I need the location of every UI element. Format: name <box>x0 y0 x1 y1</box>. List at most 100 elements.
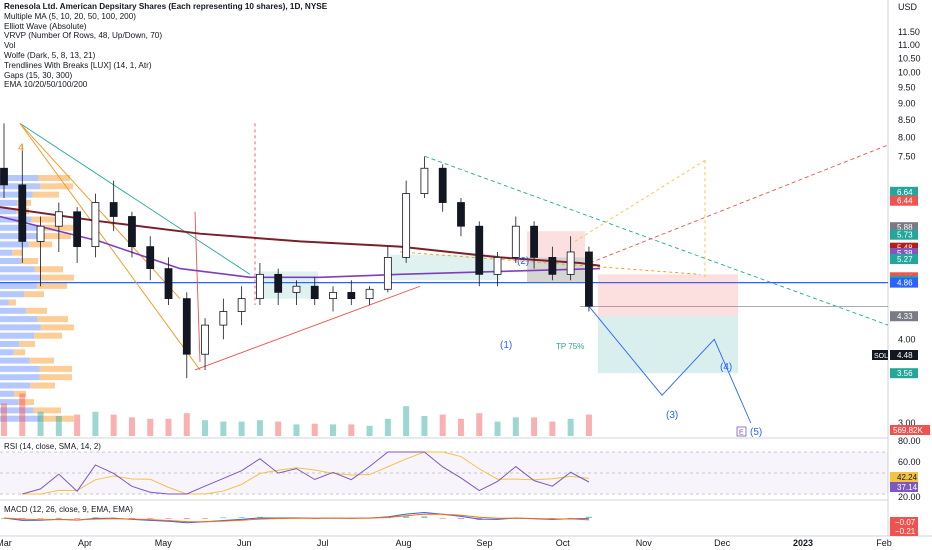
vrvp-down-bar <box>18 399 34 406</box>
macd-legend[interactable]: MACD (12, 26, close, 9, EMA, EMA) <box>4 505 133 514</box>
time-tick: Apr <box>78 538 92 548</box>
vrvp-down-bar <box>40 274 74 281</box>
indicator-multiple-ma[interactable]: Multiple MA (5, 10, 20, 50, 100, 200) <box>4 11 136 21</box>
volume-bar <box>494 421 501 436</box>
indicator-elliott-wave[interactable]: Elliott Wave (Absolute) <box>4 21 87 31</box>
volume-bar <box>110 414 117 436</box>
volume-bar <box>531 417 538 436</box>
vrvp-up-bar <box>0 341 20 347</box>
vrvp-up-bar <box>0 241 29 248</box>
volume-bar <box>165 418 172 436</box>
vrvp-down-bar <box>24 291 44 298</box>
indicator-wolfe[interactable]: Wolfe (Dark, 5, 8, 13, 21) <box>4 50 96 60</box>
candle-body <box>530 225 538 258</box>
volume-bar <box>457 418 464 436</box>
chart-title[interactable]: Renesola Ltd. American Depsitary Shares … <box>4 2 328 11</box>
trendline <box>194 285 421 371</box>
candle-body <box>219 311 228 326</box>
e-marker-text: E <box>739 430 744 437</box>
time-tick: Jun <box>237 538 252 548</box>
vrvp-down-bar <box>39 233 71 240</box>
rsi-legend[interactable]: RSI (14, close, SMA, 14, 2) <box>4 442 101 451</box>
vrvp-down-bar <box>32 191 59 198</box>
time-tick: Oct <box>556 538 571 548</box>
currency-label: USD <box>898 2 918 12</box>
candle-body <box>146 246 155 269</box>
tp-label: TP 75% <box>556 342 584 351</box>
indicator-vol[interactable]: Vol <box>4 41 16 51</box>
macd-hist-bar <box>92 517 99 519</box>
trendline <box>19 123 251 275</box>
vrvp-up-bar <box>0 216 32 223</box>
macd-hist-bar <box>585 516 592 518</box>
candlestick-series <box>0 123 593 379</box>
ma100-line <box>0 215 601 279</box>
macd-hist-bar <box>147 518 154 519</box>
candle-body <box>420 167 429 194</box>
candle-body <box>566 251 575 275</box>
vrvp-down-bar <box>40 224 73 231</box>
indicator-gaps[interactable]: Gaps (15, 30, 300) <box>4 70 73 80</box>
time-tick: Dec <box>714 538 731 548</box>
volume-bar <box>220 421 227 436</box>
price-badge-bg <box>890 222 918 233</box>
price-badge-bg <box>890 368 918 379</box>
time-tick: Aug <box>396 538 412 548</box>
volume-bar <box>366 425 373 436</box>
candle-body <box>201 324 209 355</box>
vrvp-up-bar <box>0 274 41 281</box>
vrvp-up-bar <box>0 307 26 314</box>
candle-body <box>585 251 593 307</box>
candle-body <box>54 211 63 227</box>
price-badges: 6.646.445.885.735.485.385.274.954.914.89… <box>890 186 918 379</box>
volume-bar <box>403 406 410 436</box>
price-tick: 10.00 <box>898 68 921 78</box>
macd-hist-bar <box>128 518 135 519</box>
price-badge-bg <box>890 195 918 206</box>
time-tick: May <box>155 538 173 548</box>
candle-body <box>0 167 8 186</box>
volume-bars <box>1 393 592 436</box>
macd-hist-bar <box>256 516 263 518</box>
time-tick: 2023 <box>793 538 813 548</box>
vrvp-down-bar <box>25 307 47 314</box>
vrvp-down-bar <box>39 374 72 381</box>
volume-bar <box>275 421 282 436</box>
price-badge: 5.73 <box>897 231 913 240</box>
vrvp-up-bar <box>0 199 18 206</box>
macd-hist-bar <box>183 518 190 520</box>
candle-body <box>365 288 374 300</box>
macd-hist-bar <box>37 518 44 519</box>
volume-bar <box>549 421 556 436</box>
wave-4-label: 4 <box>18 142 24 154</box>
macd-badge2-bg <box>890 527 918 536</box>
symbol-badge-bg <box>872 350 888 360</box>
candle-body <box>274 273 283 293</box>
time-tick: Feb <box>876 538 892 548</box>
vrvp-down-bar <box>40 183 73 190</box>
trendline <box>19 123 181 299</box>
vrvp-up-bar <box>0 357 30 364</box>
candle-body <box>548 257 557 275</box>
volume-badge-bg <box>890 425 930 435</box>
vrvp-up-bar <box>0 258 21 264</box>
trendline <box>19 123 201 371</box>
indicator-vrvp[interactable]: VRVP (Number Of Rows, 48, Up/Down, 70) <box>4 31 163 41</box>
vrvp-up-bar <box>0 374 40 381</box>
vrvp-up-bar <box>0 324 41 331</box>
macd-hist-bar <box>74 518 81 519</box>
indicator-trendlines[interactable]: Trendlines With Breaks [LUX] (14, 1, Atr… <box>4 60 152 70</box>
price-axis[interactable]: USD 11.50 11.00 10.50 10.00 9.50 9.00 8.50 8.00… <box>898 2 921 428</box>
trendline <box>424 155 889 326</box>
volume-bar <box>183 413 190 436</box>
vrvp-up-bar <box>0 332 35 339</box>
volume-bar <box>293 424 300 436</box>
volume-badge: 569.82K <box>893 426 923 435</box>
vrvp-up-bar <box>0 175 39 181</box>
vrvp-up-bar <box>0 291 25 298</box>
indicator-ema[interactable]: EMA 10/20/50/100/200 <box>4 80 88 90</box>
candle-body <box>438 167 447 203</box>
volume-bar <box>147 418 154 436</box>
time-axis[interactable]: Mar Apr May Jun Jul Aug Sep Oct Nov Dec 2023 Feb <box>0 538 892 548</box>
